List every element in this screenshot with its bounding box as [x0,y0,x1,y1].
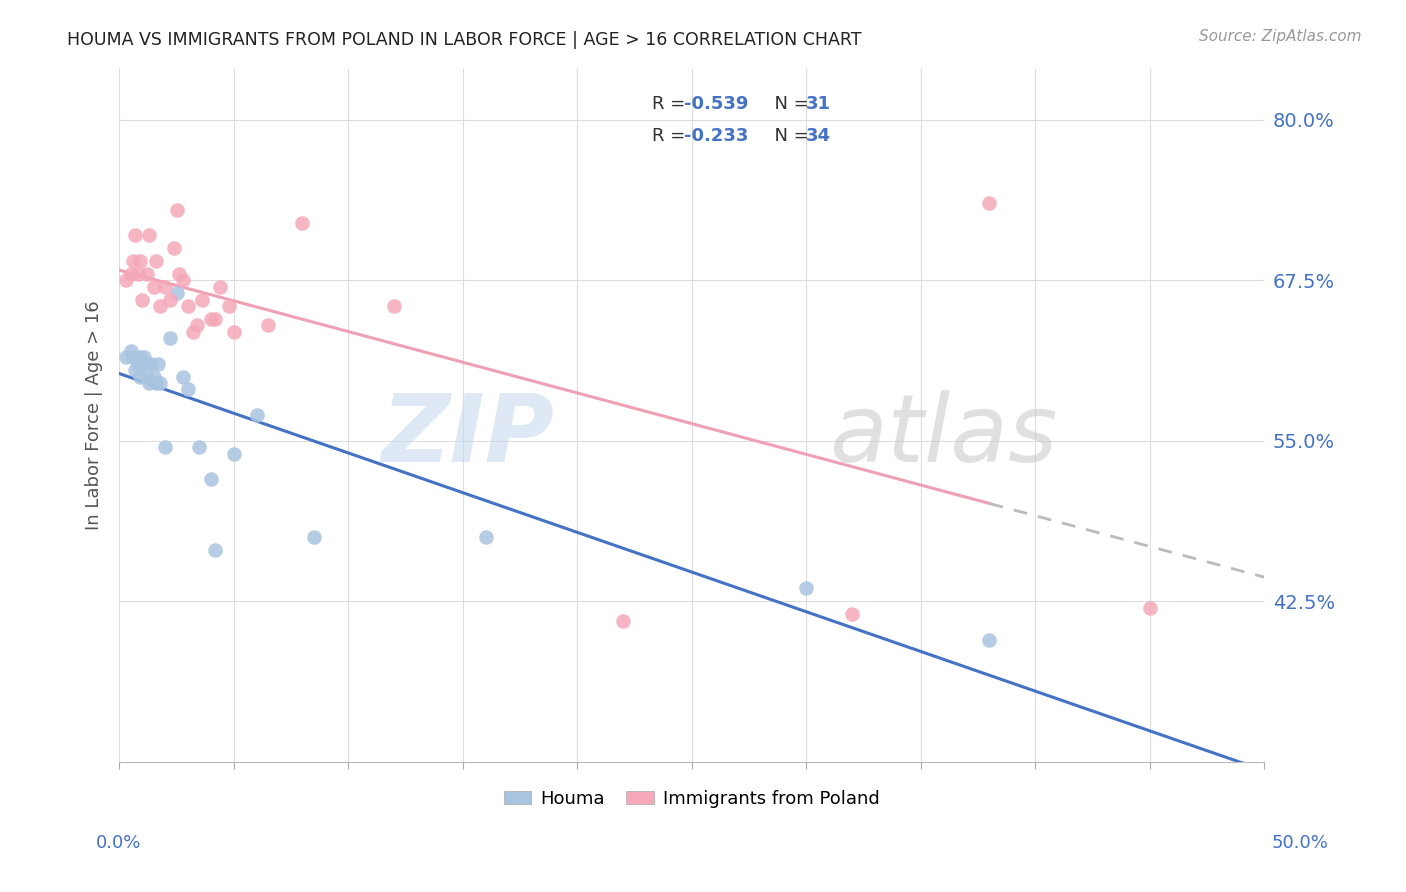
Text: -0.539: -0.539 [683,95,748,112]
Point [131,357,153,371]
Text: 34: 34 [806,128,831,145]
Point [145,376,167,390]
Point [186,318,208,333]
Point [188,440,211,454]
Point [979,632,1001,647]
Point [122,254,145,268]
Point [1139,600,1161,615]
Point [145,254,167,268]
Point [302,530,325,544]
Text: Source: ZipAtlas.com: Source: ZipAtlas.com [1198,29,1361,44]
Point [257,318,280,333]
Y-axis label: In Labor Force | Age > 16: In Labor Force | Age > 16 [86,301,103,530]
Point [128,369,150,384]
Point [246,408,269,422]
Text: 50.0%: 50.0% [1272,834,1329,852]
Point [190,293,212,307]
Point [141,357,163,371]
Point [181,325,204,339]
Point [149,299,172,313]
Point [172,273,194,287]
Point [127,357,149,371]
Point [120,267,142,281]
Point [135,369,157,384]
Text: atlas: atlas [830,391,1057,482]
Point [127,267,149,281]
Point [138,376,160,390]
Point [382,299,405,313]
Point [148,357,170,371]
Point [204,543,226,558]
Point [131,293,153,307]
Point [124,228,146,243]
Point [794,582,817,596]
Point [166,286,188,301]
Point [149,376,172,390]
Point [128,351,150,365]
Point [204,311,226,326]
Point [159,331,181,345]
Text: HOUMA VS IMMIGRANTS FROM POLAND IN LABOR FORCE | AGE > 16 CORRELATION CHART: HOUMA VS IMMIGRANTS FROM POLAND IN LABOR… [67,31,862,49]
Point [159,293,181,307]
Point [135,267,157,281]
Point [142,279,165,293]
Point [166,202,188,217]
Point [115,273,138,287]
Point [177,299,200,313]
Text: N =: N = [763,95,814,112]
Point [177,383,200,397]
Point [841,607,863,621]
Legend: Houma, Immigrants from Poland: Houma, Immigrants from Poland [496,782,887,815]
Point [128,254,150,268]
Point [612,614,634,628]
Point [122,351,145,365]
Point [115,351,138,365]
Point [163,241,186,255]
Point [135,357,157,371]
Point [979,196,1001,211]
Text: 0.0%: 0.0% [96,834,141,852]
Point [142,369,165,384]
Point [172,369,194,384]
Point [200,311,222,326]
Point [134,351,156,365]
Text: R =: R = [652,128,690,145]
Point [153,440,176,454]
Point [138,228,160,243]
Text: N =: N = [763,128,814,145]
Point [124,363,146,377]
Point [222,447,245,461]
Point [222,325,245,339]
Text: 31: 31 [806,95,831,112]
Point [200,472,222,486]
Point [291,216,314,230]
Point [218,299,240,313]
Text: -0.233: -0.233 [683,128,748,145]
Point [167,267,190,281]
Point [208,279,231,293]
Point [120,343,142,358]
Point [153,279,176,293]
Point [474,530,496,544]
Text: ZIP: ZIP [381,390,554,482]
Text: R =: R = [652,95,690,112]
